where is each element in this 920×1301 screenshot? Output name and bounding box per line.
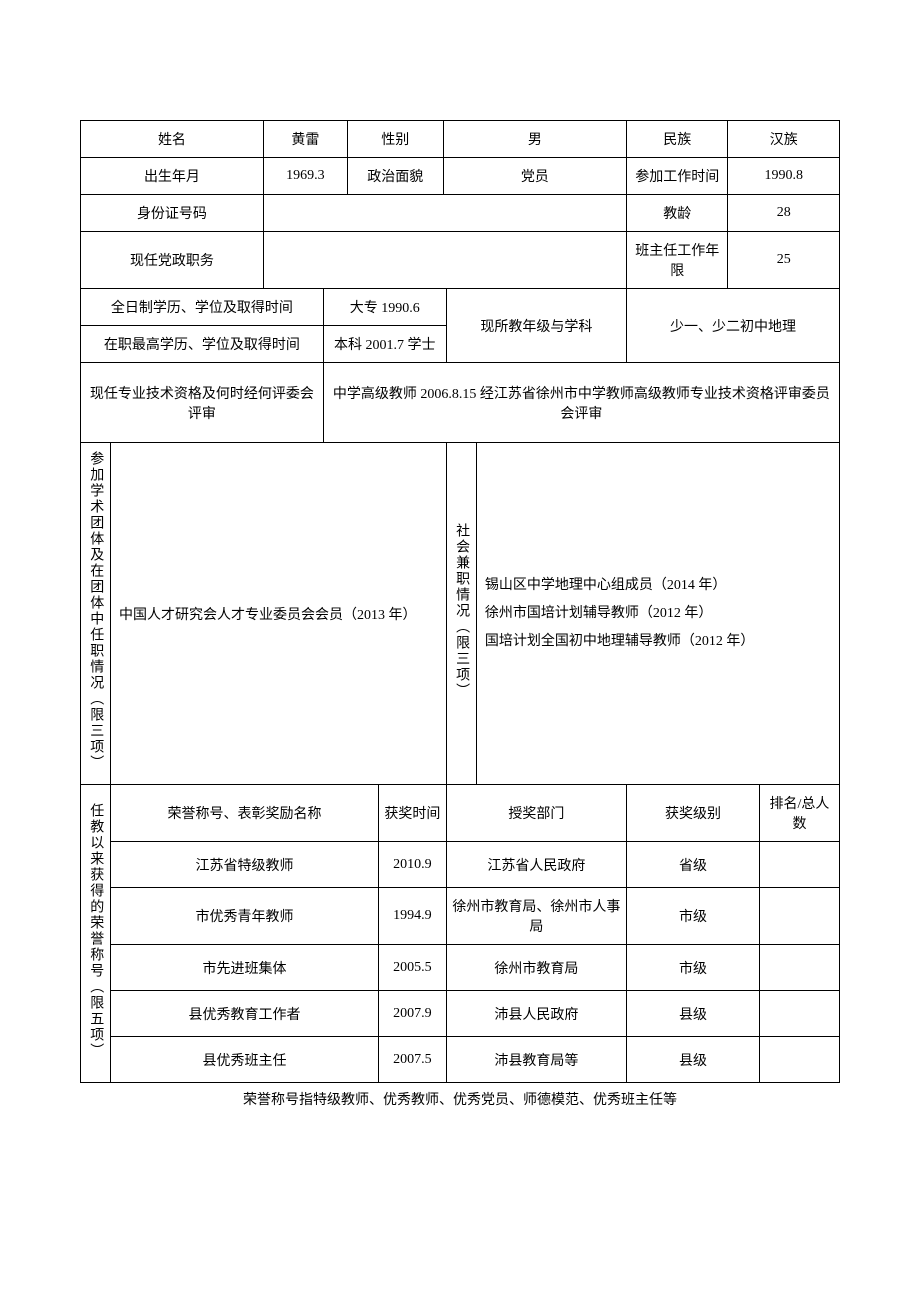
table-row: 姓名 黄雷 性别 男 民族 汉族 bbox=[81, 121, 840, 158]
honor-dept: 江苏省人民政府 bbox=[446, 842, 626, 888]
honor-level: 县级 bbox=[627, 1037, 760, 1083]
honor-rank bbox=[759, 888, 839, 945]
honor-rank bbox=[759, 842, 839, 888]
honors-header-time: 获奖时间 bbox=[379, 785, 447, 842]
name-label: 姓名 bbox=[81, 121, 264, 158]
qualification-label: 现任专业技术资格及何时经何评委会评审 bbox=[81, 363, 324, 443]
honor-level: 市级 bbox=[627, 945, 760, 991]
honor-rank bbox=[759, 1037, 839, 1083]
academic-value: 中国人才研究会人才专业委员会会员（2013 年） bbox=[111, 443, 447, 785]
birth-value: 1969.3 bbox=[263, 158, 347, 195]
honor-level: 省级 bbox=[627, 842, 760, 888]
gender-value: 男 bbox=[443, 121, 626, 158]
id-value bbox=[263, 195, 626, 232]
honor-dept: 沛县教育局等 bbox=[446, 1037, 626, 1083]
honor-dept: 沛县人民政府 bbox=[446, 991, 626, 1037]
teachage-label: 教龄 bbox=[627, 195, 728, 232]
honors-header-dept: 授奖部门 bbox=[446, 785, 626, 842]
honor-time: 2007.5 bbox=[379, 1037, 447, 1083]
political-value: 党员 bbox=[443, 158, 626, 195]
academic-label: 参加学术团体及在团体中任职情况（限三项） bbox=[81, 443, 111, 785]
honor-name: 市优秀青年教师 bbox=[111, 888, 379, 945]
footnote-text: 荣誉称号指特级教师、优秀教师、优秀党员、师德模范、优秀班主任等 bbox=[80, 1089, 840, 1109]
grade-value: 少一、少二初中地理 bbox=[627, 289, 840, 363]
honor-rank bbox=[759, 945, 839, 991]
honor-level: 市级 bbox=[627, 888, 760, 945]
honors-section-label: 任教以来获得的荣誉称号（限五项） bbox=[81, 785, 111, 1083]
gender-label: 性别 bbox=[347, 121, 443, 158]
name-value: 黄雷 bbox=[263, 121, 347, 158]
id-label: 身份证号码 bbox=[81, 195, 264, 232]
honor-time: 2007.9 bbox=[379, 991, 447, 1037]
birth-label: 出生年月 bbox=[81, 158, 264, 195]
party-label: 现任党政职务 bbox=[81, 232, 264, 289]
table-row: 市优秀青年教师 1994.9 徐州市教育局、徐州市人事局 市级 bbox=[81, 888, 840, 945]
headteacher-value: 25 bbox=[728, 232, 840, 289]
table-row: 任教以来获得的荣誉称号（限五项） 荣誉称号、表彰奖励名称 获奖时间 授奖部门 获… bbox=[81, 785, 840, 842]
table-row: 县优秀教育工作者 2007.9 沛县人民政府 县级 bbox=[81, 991, 840, 1037]
table-row: 身份证号码 教龄 28 bbox=[81, 195, 840, 232]
honor-rank bbox=[759, 991, 839, 1037]
fulltime-value: 大专 1990.6 bbox=[323, 289, 446, 326]
table-row: 全日制学历、学位及取得时间 大专 1990.6 现所教年级与学科 少一、少二初中… bbox=[81, 289, 840, 326]
onjob-label: 在职最高学历、学位及取得时间 bbox=[81, 326, 324, 363]
worktime-label: 参加工作时间 bbox=[627, 158, 728, 195]
honors-header-rank: 排名/总人数 bbox=[759, 785, 839, 842]
honor-dept: 徐州市教育局、徐州市人事局 bbox=[446, 888, 626, 945]
teachage-value: 28 bbox=[728, 195, 840, 232]
honor-time: 2005.5 bbox=[379, 945, 447, 991]
honors-header-level: 获奖级别 bbox=[627, 785, 760, 842]
ethnic-value: 汉族 bbox=[728, 121, 840, 158]
honor-dept: 徐州市教育局 bbox=[446, 945, 626, 991]
honors-header-name: 荣誉称号、表彰奖励名称 bbox=[111, 785, 379, 842]
honor-name: 县优秀班主任 bbox=[111, 1037, 379, 1083]
social-value: 锡山区中学地理中心组成员（2014 年） 徐州市国培计划辅导教师（2012 年）… bbox=[476, 443, 839, 785]
honor-level: 县级 bbox=[627, 991, 760, 1037]
table-row: 市先进班集体 2005.5 徐州市教育局 市级 bbox=[81, 945, 840, 991]
grade-label: 现所教年级与学科 bbox=[446, 289, 626, 363]
honor-time: 1994.9 bbox=[379, 888, 447, 945]
worktime-value: 1990.8 bbox=[728, 158, 840, 195]
fulltime-label: 全日制学历、学位及取得时间 bbox=[81, 289, 324, 326]
honor-name: 江苏省特级教师 bbox=[111, 842, 379, 888]
honor-name: 县优秀教育工作者 bbox=[111, 991, 379, 1037]
social-label: 社会兼职情况（限三项） bbox=[446, 443, 476, 785]
political-label: 政治面貌 bbox=[347, 158, 443, 195]
honor-name: 市先进班集体 bbox=[111, 945, 379, 991]
onjob-value: 本科 2001.7 学士 bbox=[323, 326, 446, 363]
headteacher-label: 班主任工作年限 bbox=[627, 232, 728, 289]
ethnic-label: 民族 bbox=[627, 121, 728, 158]
party-value bbox=[263, 232, 626, 289]
table-row: 现任党政职务 班主任工作年限 25 bbox=[81, 232, 840, 289]
table-row: 江苏省特级教师 2010.9 江苏省人民政府 省级 bbox=[81, 842, 840, 888]
qualification-value: 中学高级教师 2006.8.15 经江苏省徐州市中学教师高级教师专业技术资格评审… bbox=[323, 363, 839, 443]
table-row: 县优秀班主任 2007.5 沛县教育局等 县级 bbox=[81, 1037, 840, 1083]
personnel-form-table: 姓名 黄雷 性别 男 民族 汉族 出生年月 1969.3 政治面貌 党员 参加工… bbox=[80, 120, 840, 1083]
table-row: 参加学术团体及在团体中任职情况（限三项） 中国人才研究会人才专业委员会会员（20… bbox=[81, 443, 840, 785]
table-row: 出生年月 1969.3 政治面貌 党员 参加工作时间 1990.8 bbox=[81, 158, 840, 195]
table-row: 现任专业技术资格及何时经何评委会评审 中学高级教师 2006.8.15 经江苏省… bbox=[81, 363, 840, 443]
honor-time: 2010.9 bbox=[379, 842, 447, 888]
